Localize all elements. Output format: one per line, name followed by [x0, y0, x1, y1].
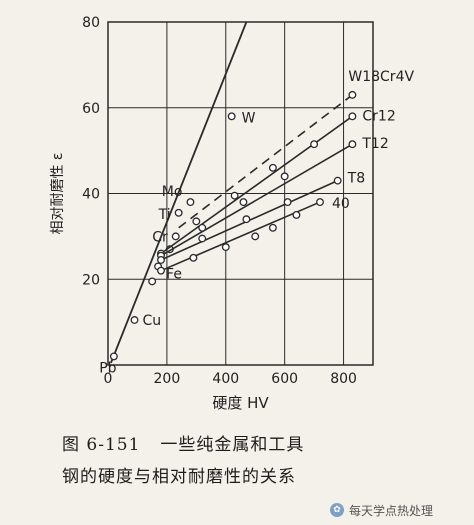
- data-point: [348, 90, 357, 99]
- data-point: [227, 112, 236, 121]
- data-point: [130, 316, 139, 324]
- y-tick-label: 40: [82, 187, 100, 203]
- data-point: [333, 176, 342, 185]
- data-point: [280, 172, 289, 181]
- x-axis-label: 硬度 HV: [212, 394, 269, 412]
- data-point: [192, 217, 201, 226]
- data-point: [292, 210, 301, 219]
- series-label: Cr12: [362, 108, 395, 124]
- figure-number: 图 6-151: [62, 435, 141, 455]
- data-point: [268, 223, 277, 232]
- figure-caption-line2: 钢的硬度与相对耐磨性的关系: [62, 467, 296, 487]
- x-tick-label: 800: [330, 371, 357, 387]
- data-point: [310, 140, 319, 149]
- x-tick-label: 400: [212, 371, 239, 387]
- data-point: [268, 163, 277, 172]
- x-tick-label: 600: [271, 371, 298, 387]
- data-point: [186, 198, 195, 207]
- point-label: Cr: [152, 229, 168, 245]
- data-point: [230, 191, 239, 200]
- point-label: Fe: [166, 266, 182, 282]
- data-point: [239, 198, 248, 207]
- data-point: [189, 253, 198, 262]
- data-point: [148, 277, 157, 286]
- series-line: [160, 115, 353, 255]
- data-point: [316, 198, 324, 207]
- y-tick-label: 20: [82, 272, 100, 288]
- point-label: Ti: [158, 207, 171, 223]
- data-point: [198, 234, 207, 243]
- series-label: T12: [361, 136, 388, 152]
- data-point: [198, 223, 207, 232]
- data-point: [221, 243, 230, 252]
- series-label: T8: [347, 171, 365, 187]
- x-tick-label: 200: [154, 371, 181, 387]
- data-point: [283, 198, 292, 207]
- series-label: W18Cr4V: [348, 69, 414, 85]
- data-point: [109, 352, 118, 361]
- point-label: Cu: [143, 313, 162, 329]
- point-label: Pb: [99, 360, 116, 376]
- y-axis-label: 相对耐磨性 ε: [50, 152, 66, 234]
- y-tick-label: 80: [82, 15, 100, 31]
- data-point: [171, 232, 180, 241]
- watermark-text: 每天学点热处理: [349, 503, 434, 518]
- data-point: [242, 215, 251, 224]
- point-label: W: [242, 110, 256, 126]
- data-point: [157, 256, 165, 264]
- chart-svg: 0 200 400 600 800 20 40 60 80 硬度 HV 相对耐磨性 ε Pb Cu Fe C…: [50, 15, 414, 412]
- data-point: [157, 266, 165, 275]
- plot-frame: [107, 21, 374, 366]
- series-line: [178, 94, 353, 229]
- series-label: 40: [332, 196, 350, 212]
- wechat-icon: ✿: [330, 503, 344, 517]
- figure-caption-line1: 图 6-151 一些纯金属和工具: [62, 430, 304, 455]
- data-point: [251, 232, 260, 241]
- watermark: ✿ 每天学点热处理: [330, 500, 470, 520]
- caption-title-part1: 一些纯金属和工具: [160, 435, 305, 455]
- y-tick-label: 60: [82, 101, 100, 117]
- pure-metals-line: [110, 21, 248, 364]
- point-label: Mo: [162, 184, 183, 200]
- data-point: [348, 140, 357, 149]
- data-point: [348, 112, 357, 121]
- x-tick-label: 0: [104, 371, 113, 387]
- data-point: [174, 208, 183, 217]
- series-line: [160, 143, 353, 257]
